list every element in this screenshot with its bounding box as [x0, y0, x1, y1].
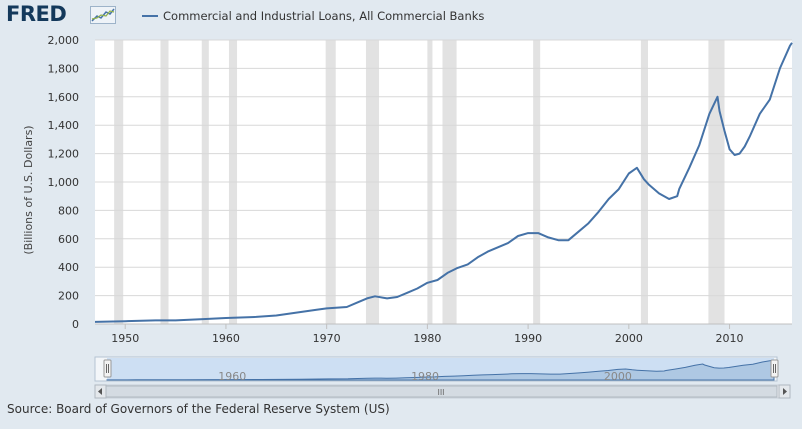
navigator-tick-label: 2000: [604, 370, 632, 383]
y-tick-label: 1,000: [48, 176, 80, 189]
navigator-tick-label: 1960: [218, 370, 246, 383]
x-tick-label: 1950: [111, 332, 139, 345]
y-tick-label: 1,400: [48, 119, 80, 132]
x-tick-label: 2010: [716, 332, 744, 345]
y-tick-label: 800: [58, 204, 79, 217]
legend-label: Commercial and Industrial Loans, All Com…: [163, 9, 484, 23]
chevron-right-icon: [783, 388, 787, 395]
scroll-left-button[interactable]: [94, 384, 107, 399]
source-note: Source: Board of Governors of the Federa…: [7, 402, 390, 416]
chevron-left-icon: [98, 388, 102, 395]
y-tick-label: 600: [58, 233, 79, 246]
line-chart-logo-icon: [90, 6, 116, 24]
scroll-right-button[interactable]: [778, 384, 791, 399]
y-tick-label: 2,000: [48, 34, 80, 47]
x-tick-label: 1990: [514, 332, 542, 345]
y-tick-label: 200: [58, 290, 79, 303]
y-tick-label: 1,200: [48, 148, 80, 161]
x-tick-label: 1960: [212, 332, 240, 345]
navigator-tick-labels: 1960 1980 2000: [218, 370, 632, 383]
y-tick-label: 1,800: [48, 62, 80, 75]
navigator-series-area: [106, 359, 775, 381]
x-tick-label: 1970: [313, 332, 341, 345]
y-tick-labels: 0 200 400 600 800 1,000 1,200 1,400 1,600 1,800 2,…: [48, 34, 80, 331]
x-tick-label: 2000: [615, 332, 643, 345]
navigator-right-handle[interactable]: [770, 359, 779, 378]
legend[interactable]: Commercial and Industrial Loans, All Com…: [142, 9, 484, 23]
navigator[interactable]: 1960 1980 2000: [94, 356, 779, 383]
series-layer: [94, 42, 793, 323]
y-axis-label: (Billions of U.S. Dollars): [22, 125, 35, 254]
gridlines: [95, 39, 792, 297]
y-tick-label: 0: [72, 318, 79, 331]
fred-logo[interactable]: FRED: [6, 2, 67, 26]
x-tick-label: 1980: [413, 332, 441, 345]
y-tick-label: 1,600: [48, 91, 80, 104]
navigator-left-handle[interactable]: [103, 359, 112, 378]
navigator-tick-label: 1980: [411, 370, 439, 383]
scrollbar[interactable]: III: [94, 384, 791, 399]
y-tick-label: 400: [58, 261, 79, 274]
series-line[interactable]: [94, 42, 793, 323]
scrollbar-grip: III: [437, 388, 444, 397]
x-tick-labels: 1950 1960 1970 1980 1990 2000 2010: [111, 324, 744, 345]
